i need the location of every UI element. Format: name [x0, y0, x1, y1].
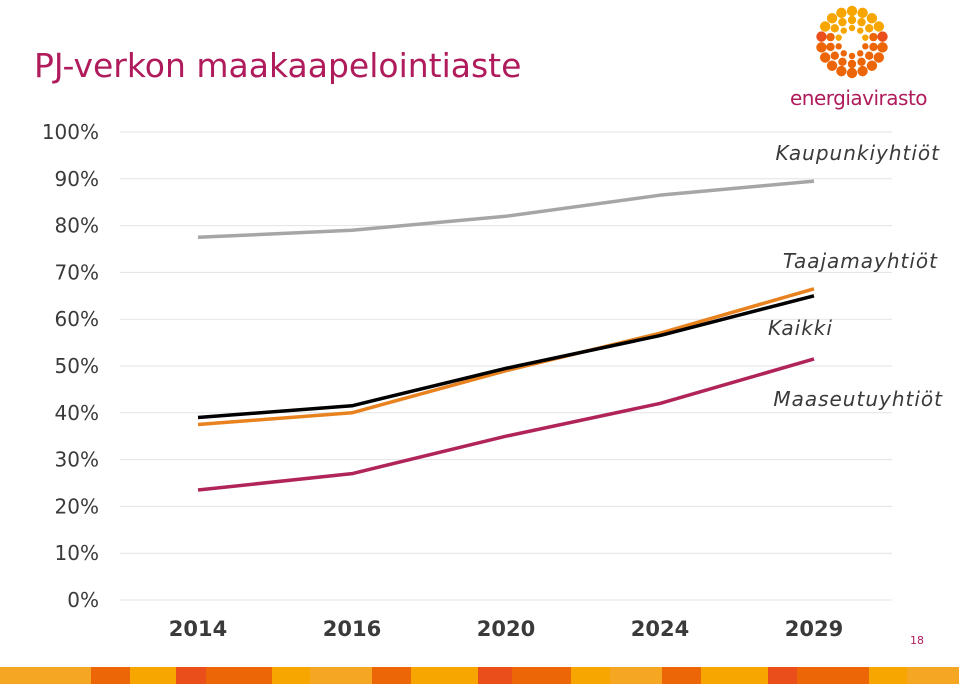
footer-segment [310, 667, 373, 684]
series-label: Maaseutuyhtiöt [773, 387, 943, 411]
energiavirasto-logo-icon [816, 5, 888, 79]
x-tick-label: 2024 [631, 617, 689, 641]
sun-dot [838, 57, 847, 67]
y-axis-ticks: 0% 10% 20% 30% 40% 50% 60% 70% 80% 90% 100% [42, 120, 99, 612]
y-tick-label: 90% [55, 167, 99, 191]
sun-dot [847, 59, 857, 69]
sun-dot [866, 60, 878, 71]
sun-dot [830, 24, 839, 33]
sun-dot [826, 32, 835, 42]
sun-dot [826, 13, 838, 24]
series-line-3 [197, 357, 815, 492]
sun-dot [848, 24, 856, 32]
sun-dot [826, 42, 835, 52]
sun-dot [869, 42, 878, 52]
sun-dot [830, 51, 839, 60]
y-tick-label: 30% [55, 448, 99, 472]
sun-dot [836, 7, 847, 19]
footer-segment [571, 667, 610, 684]
x-axis-ticks: 2014 2016 2020 2024 2029 [169, 617, 843, 641]
y-tick-label: 50% [55, 354, 99, 378]
sun-dot [857, 17, 866, 27]
y-tick-label: 100% [42, 120, 99, 144]
y-tick-label: 40% [55, 401, 99, 425]
sun-dot [816, 31, 827, 42]
x-tick-label: 2020 [477, 617, 535, 641]
x-tick-label: 2014 [169, 617, 227, 641]
y-tick-label: 20% [55, 494, 99, 518]
footer-segment [868, 667, 908, 684]
footer-color-strip [0, 667, 959, 684]
x-tick-label: 2016 [323, 617, 381, 641]
sun-dot [848, 52, 856, 60]
sun-dot [877, 42, 888, 53]
footer-segment [511, 667, 572, 684]
sun-dot [865, 24, 874, 33]
slide-title: PJ-verkon maakaapelointiaste [34, 46, 522, 85]
sun-rays [816, 5, 888, 79]
sun-dot [862, 34, 869, 41]
x-tick-label: 2029 [785, 617, 843, 641]
sun-dot [835, 43, 842, 50]
sun-dot [866, 13, 878, 24]
series-line-0 [197, 179, 815, 240]
series-label: Kaikki [768, 316, 833, 340]
sun-dot [819, 21, 831, 32]
series-lines [197, 179, 815, 492]
sun-dot [857, 27, 864, 34]
footer-segment [796, 667, 869, 684]
sun-dot [873, 52, 885, 63]
sun-dot [865, 51, 874, 60]
sun-dot [838, 17, 847, 27]
sun-dot [846, 5, 858, 17]
footer-segment [0, 667, 92, 684]
logo-text: energiavirasto [790, 86, 928, 110]
sun-dot [857, 7, 868, 19]
footer-segment [662, 667, 701, 684]
series-line-1 [197, 287, 815, 427]
sun-dot [857, 57, 866, 67]
footer-segment [478, 667, 512, 684]
y-tick-label: 0% [67, 588, 99, 612]
footer-segment [129, 667, 176, 684]
sun-dot [862, 43, 869, 50]
sun-dot [826, 60, 838, 71]
series-label: Taajamayhtiöt [783, 249, 938, 273]
sun-dot [873, 21, 885, 32]
footer-segment [175, 667, 207, 684]
footer-segment [609, 667, 663, 684]
sun-dot [835, 34, 842, 41]
series-line-2 [197, 294, 815, 420]
footer-segment [907, 667, 959, 684]
sun-dot [819, 52, 831, 63]
sun-dot [840, 50, 847, 57]
footer-segment [372, 667, 411, 684]
footer-segment [410, 667, 479, 684]
sun-dot [877, 31, 888, 42]
series-labels: Kaupunkiyhtiöt Taajamayhtiöt Kaikki Maaseut… [768, 141, 943, 411]
y-tick-label: 80% [55, 214, 99, 238]
footer-segment [206, 667, 272, 684]
footer-segment [767, 667, 797, 684]
series-label: Kaupunkiyhtiöt [775, 141, 940, 165]
sun-dot [836, 65, 847, 77]
sun-dot [857, 50, 864, 57]
sun-dot [840, 27, 847, 34]
page-number: 18 [910, 634, 924, 647]
grid-lines [120, 131, 892, 601]
sun-dot [857, 65, 868, 77]
sun-dot [846, 67, 858, 79]
y-tick-label: 10% [55, 541, 99, 565]
sun-dot [847, 15, 857, 25]
footer-segment [700, 667, 768, 684]
footer-segment [91, 667, 130, 684]
y-tick-label: 70% [55, 260, 99, 284]
sun-dot [869, 32, 878, 42]
y-tick-label: 60% [55, 307, 99, 331]
footer-segment [271, 667, 311, 684]
sun-dot [816, 42, 827, 53]
